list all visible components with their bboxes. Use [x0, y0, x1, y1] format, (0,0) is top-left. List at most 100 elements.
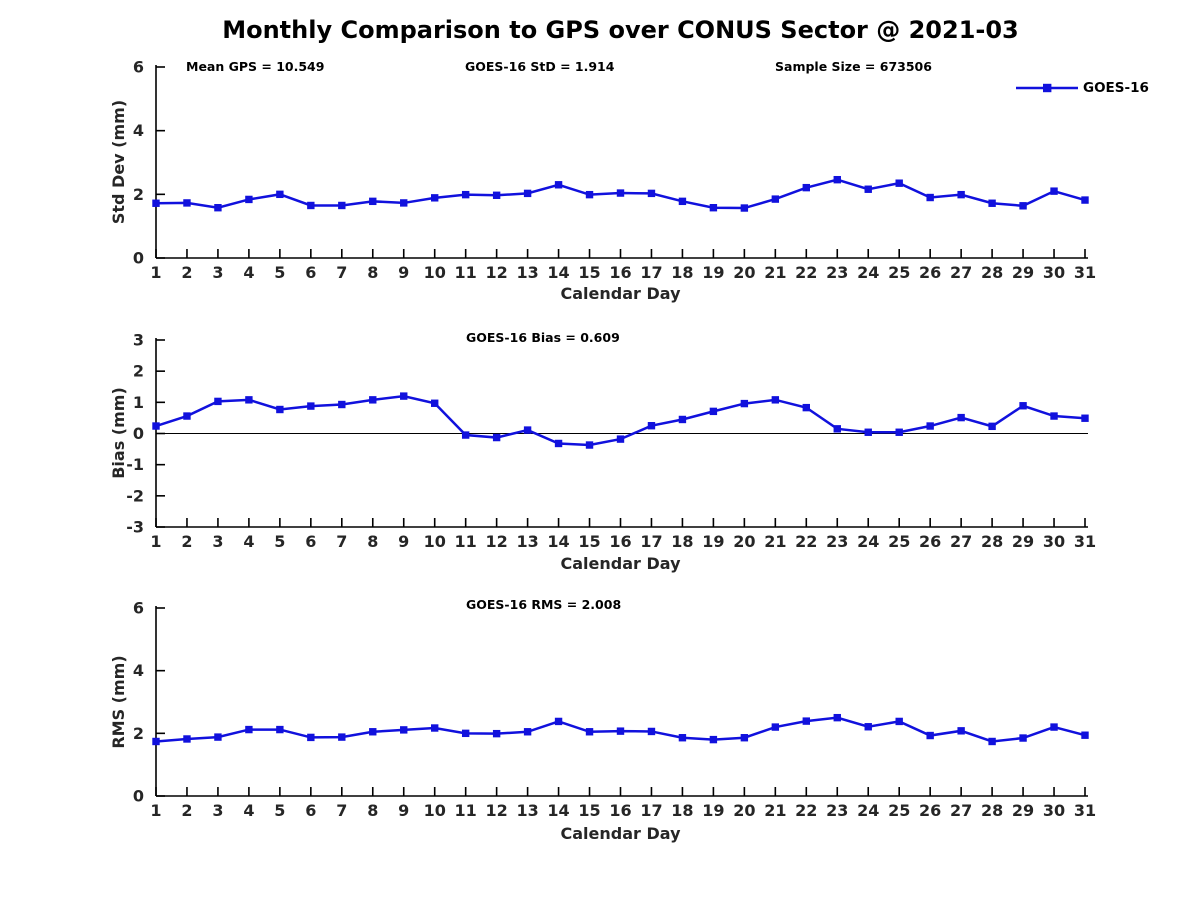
x-tick-label: 16 — [609, 263, 631, 282]
y-tick-label: -3 — [126, 518, 144, 537]
goes16-marker — [1019, 402, 1027, 410]
x-tick-label: 28 — [981, 532, 1003, 551]
x-tick-label: 7 — [336, 532, 347, 551]
y-tick-label: -2 — [126, 486, 144, 505]
x-tick-label: 24 — [857, 801, 879, 820]
x-tick-label: 11 — [455, 801, 477, 820]
x-tick-label: 30 — [1043, 801, 1065, 820]
x-tick-label: 17 — [640, 263, 662, 282]
x-tick-label: 18 — [671, 532, 693, 551]
x-tick-label: 27 — [950, 532, 972, 551]
goes16-marker — [461, 729, 470, 738]
goes16-marker — [214, 397, 222, 406]
goes16-marker — [864, 723, 872, 731]
x-tick-label: 30 — [1043, 532, 1065, 551]
x-tick-label: 26 — [919, 532, 941, 551]
x-tick-label: 2 — [181, 263, 192, 282]
x-tick-label: 30 — [1043, 263, 1065, 282]
x-tick-label: 14 — [547, 532, 569, 551]
x-tick-label: 6 — [305, 263, 316, 282]
goes16-marker — [276, 190, 284, 199]
x-tick-label: 22 — [795, 532, 817, 551]
x-tick-label: 17 — [640, 532, 662, 551]
xlabel-calendar-day-2: Calendar Day — [560, 554, 681, 573]
goes16-marker — [771, 195, 780, 203]
goes16-marker — [183, 412, 191, 420]
goes16-marker — [709, 735, 718, 744]
x-tick-label: 6 — [305, 801, 316, 820]
goes16-marker — [307, 201, 315, 210]
x-tick-label: 9 — [398, 801, 409, 820]
goes16-marker — [307, 402, 315, 410]
x-tick-label: 5 — [274, 532, 285, 551]
x-tick-label: 2 — [181, 801, 192, 820]
x-tick-label: 10 — [424, 263, 446, 282]
goes16-marker — [647, 189, 656, 198]
goes16-marker — [709, 407, 718, 416]
goes16-marker — [183, 735, 191, 743]
goes16-marker — [523, 426, 532, 434]
x-tick-label: 27 — [950, 263, 972, 282]
x-tick-label: 4 — [243, 532, 254, 551]
goes16-marker — [895, 179, 903, 187]
x-tick-label: 20 — [733, 532, 755, 551]
goes16-marker — [1019, 734, 1027, 742]
x-tick-label: 12 — [486, 801, 508, 820]
x-tick-label: 19 — [702, 532, 724, 551]
goes16-marker — [833, 175, 841, 184]
x-tick-label: 19 — [702, 263, 724, 282]
goes16-marker — [1050, 723, 1058, 731]
goes16-marker — [152, 422, 160, 430]
goes16-marker — [1050, 187, 1058, 195]
x-tick-label: 17 — [640, 801, 662, 820]
goes16-marker — [895, 717, 903, 726]
goes16-marker — [214, 204, 222, 212]
goes16-marker — [616, 435, 625, 443]
x-tick-label: 23 — [826, 801, 848, 820]
goes16-marker — [554, 717, 563, 726]
x-tick-label: 6 — [305, 532, 316, 551]
goes16-marker — [957, 727, 965, 735]
goes16-marker — [740, 399, 749, 408]
x-tick-label: 16 — [609, 801, 631, 820]
goes16-marker — [864, 428, 872, 436]
goes16-marker — [431, 399, 439, 407]
goes16-marker — [678, 197, 687, 206]
goes16-marker — [431, 194, 439, 202]
x-tick-label: 31 — [1074, 532, 1096, 551]
goes16-marker — [585, 190, 594, 199]
x-tick-label: 14 — [547, 263, 569, 282]
goes16-marker — [461, 431, 470, 439]
goes16-marker — [647, 422, 656, 430]
goes16-marker — [864, 185, 872, 193]
goes16-marker — [988, 199, 996, 207]
y-tick-label: 2 — [133, 724, 144, 743]
goes16-marker — [554, 181, 563, 189]
x-tick-label: 1 — [150, 801, 161, 820]
goes16-marker — [833, 425, 841, 433]
annotation-mean-gps: Mean GPS = 10.549 — [186, 59, 325, 74]
goes16-marker — [709, 204, 718, 212]
x-tick-label: 24 — [857, 532, 879, 551]
y-tick-label: 2 — [133, 185, 144, 204]
annotation-goes16-bias: GOES-16 Bias = 0.609 — [466, 330, 620, 345]
x-tick-label: 21 — [764, 263, 786, 282]
x-tick-label: 10 — [424, 801, 446, 820]
x-tick-label: 26 — [919, 801, 941, 820]
goes16-marker — [338, 201, 346, 210]
goes16-marker — [585, 441, 594, 449]
goes16-marker — [492, 191, 501, 199]
goes16-marker — [523, 189, 532, 198]
x-tick-label: 25 — [888, 263, 910, 282]
goes16-marker — [833, 713, 841, 722]
x-tick-label: 1 — [150, 532, 161, 551]
x-tick-label: 31 — [1074, 801, 1096, 820]
goes16-marker — [152, 737, 160, 746]
x-tick-label: 8 — [367, 263, 378, 282]
x-tick-label: 15 — [578, 532, 600, 551]
goes16-marker — [276, 405, 284, 414]
x-tick-label: 24 — [857, 263, 879, 282]
goes16-marker — [802, 717, 810, 725]
